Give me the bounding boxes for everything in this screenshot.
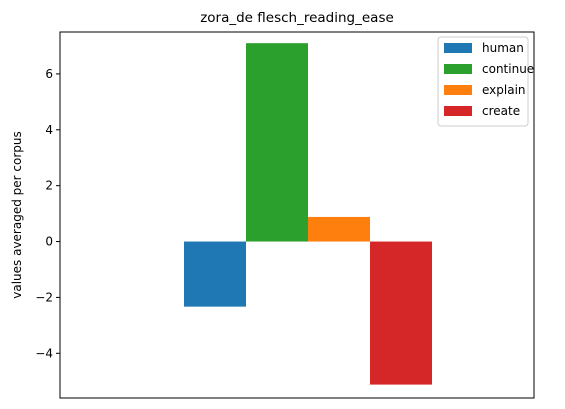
legend-swatch-human (444, 43, 472, 53)
legend-frame (437, 36, 529, 127)
y-tick-label: −2 (35, 290, 53, 304)
bar-create (370, 241, 432, 385)
bars-group (184, 43, 432, 385)
legend-label-explain: explain (482, 83, 526, 97)
legend-label-human: human (482, 41, 524, 55)
bar-continue (246, 43, 308, 242)
bar-human (184, 241, 246, 307)
legend: human continue explain create (437, 36, 534, 127)
y-axis-label: values averaged per corpus (10, 131, 24, 299)
legend-label-create: create (482, 104, 520, 118)
legend-swatch-continue (444, 64, 472, 74)
legend-swatch-create (444, 106, 472, 116)
legend-label-continue: continue (482, 62, 534, 76)
legend-swatch-explain (444, 85, 472, 95)
bar-explain (308, 216, 370, 242)
y-tick-label: 6 (45, 67, 53, 81)
chart-title: zora_de flesch_reading_ease (200, 10, 394, 26)
y-axis: −4 −2 0 2 4 6 (35, 67, 60, 360)
plot-frame (59, 31, 535, 399)
y-tick-label: 2 (45, 179, 53, 193)
y-tick-label: 4 (45, 123, 53, 137)
y-tick-label: 0 (45, 235, 53, 249)
y-tick-label: −4 (35, 346, 53, 360)
